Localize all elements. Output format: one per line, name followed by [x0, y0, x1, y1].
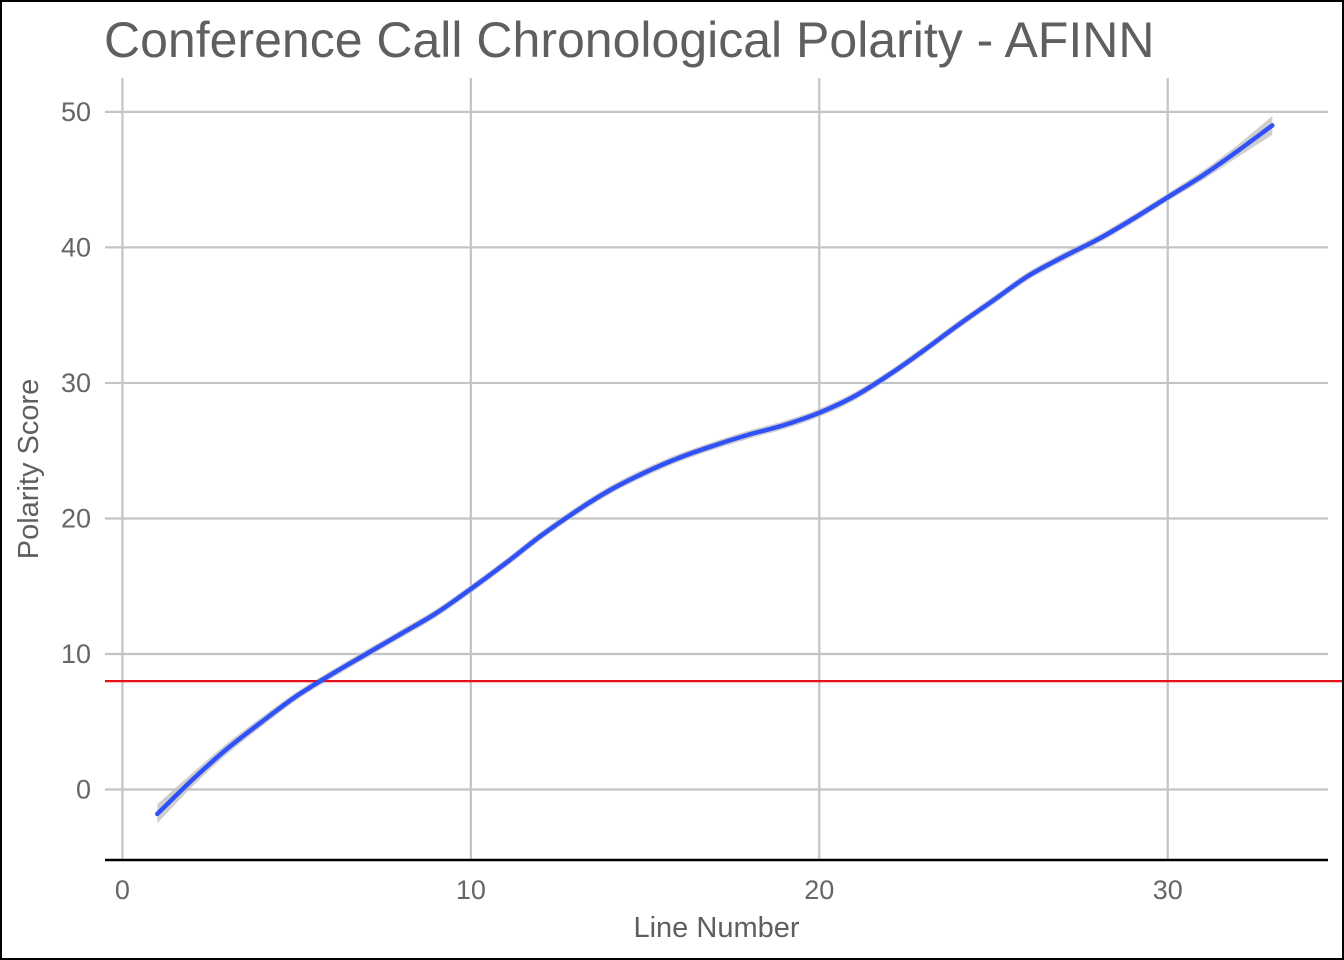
y-tick-label: 0 — [76, 775, 91, 805]
x-tick-label: 30 — [1153, 875, 1183, 905]
y-tick-label: 30 — [61, 368, 91, 398]
x-tick-label: 10 — [456, 875, 486, 905]
smoothed-trend-line — [155, 123, 1275, 817]
y-tick-label: 20 — [61, 503, 91, 533]
y-tick-labels: 0 10 20 30 40 50 — [61, 97, 91, 805]
x-tick-label: 0 — [115, 875, 130, 905]
x-axis-label: Line Number — [633, 912, 799, 944]
chart-title: Conference Call Chronological Polarity -… — [104, 12, 1154, 68]
y-gridlines — [105, 110, 1328, 791]
x-tick-labels: 0 10 20 30 — [115, 875, 1183, 905]
y-tick-label: 50 — [61, 97, 91, 127]
x-gridlines — [121, 78, 1169, 860]
x-tick-label: 20 — [804, 875, 834, 905]
confidence-band — [157, 115, 1273, 824]
y-tick-label: 40 — [61, 232, 91, 262]
y-tick-label: 10 — [61, 639, 91, 669]
y-axis-label: Polarity Score — [13, 379, 45, 560]
